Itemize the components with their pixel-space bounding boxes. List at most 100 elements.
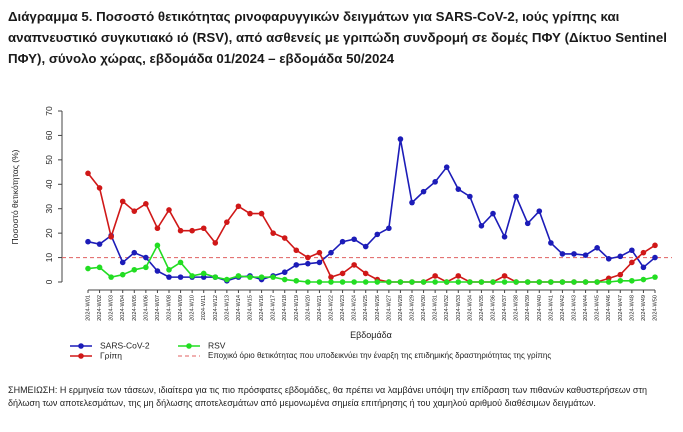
- data-point: [455, 273, 462, 279]
- x-tick-label: 2024-W20: [305, 295, 311, 321]
- data-point: [316, 259, 323, 266]
- x-tick-label: 2024-W50: [652, 295, 658, 321]
- legend-label: RSV: [208, 340, 226, 350]
- data-point: [247, 210, 253, 217]
- data-point: [432, 279, 438, 285]
- data-point: [143, 264, 149, 271]
- x-tick-label: 2024-W10: [190, 295, 196, 321]
- x-tick-label: 2024-W39: [525, 295, 531, 321]
- x-tick-label: 2024-W25: [363, 295, 369, 321]
- x-tick-label: 2024-W45: [595, 295, 601, 321]
- data-point: [108, 234, 114, 240]
- x-tick-label: 2024-W49: [641, 295, 647, 321]
- data-point: [374, 279, 381, 285]
- data-point: [571, 251, 577, 257]
- data-point: [524, 220, 531, 227]
- x-tick-label: 2024-W03: [109, 295, 115, 321]
- data-point: [640, 276, 647, 283]
- x-tick-label: 2024-W42: [560, 295, 566, 321]
- data-point: [594, 279, 600, 285]
- y-axis-label: Ποσοστό θετικότητας (%): [10, 149, 20, 244]
- x-axis-label: Εβδομάδα: [350, 330, 392, 340]
- data-point: [189, 273, 195, 279]
- data-point: [119, 259, 126, 266]
- x-tick-label: 2024-W08: [166, 295, 172, 321]
- data-point: [362, 243, 369, 250]
- data-point: [270, 274, 276, 280]
- data-point: [143, 201, 149, 207]
- data-point: [351, 236, 357, 243]
- data-point: [605, 255, 612, 262]
- data-point: [119, 198, 126, 205]
- data-point: [351, 262, 357, 268]
- data-point: [224, 276, 230, 283]
- data-point: [629, 259, 635, 266]
- data-point: [177, 259, 184, 266]
- data-point: [386, 279, 392, 285]
- data-point: [316, 279, 323, 285]
- x-tick-label: 2024-W09: [178, 295, 184, 321]
- y-tick-label: 20: [44, 228, 54, 238]
- x-tick-label: 2024-W23: [340, 295, 346, 321]
- y-tick-label: 10: [44, 253, 54, 263]
- x-tick-label: 2024-W26: [375, 295, 381, 321]
- data-point: [200, 225, 207, 232]
- x-tick-label: 2024-W07: [155, 295, 161, 321]
- data-point: [166, 266, 172, 273]
- data-point: [420, 188, 427, 195]
- data-point: [536, 208, 543, 214]
- data-point: [409, 199, 415, 206]
- data-point: [258, 210, 265, 217]
- chart: Ποσοστό θετικότητας (%) Εβδομάδα 0 10 20 30…: [10, 106, 672, 360]
- x-tick-label: 2024-W46: [606, 295, 612, 321]
- data-point: [281, 269, 288, 276]
- y-tick-label: 50: [44, 155, 54, 165]
- x-tick-label: 2024-W48: [629, 295, 635, 321]
- x-tick-label: 2024-W27: [386, 295, 392, 321]
- data-point: [96, 241, 103, 247]
- data-point: [212, 240, 219, 246]
- data-point: [559, 279, 566, 285]
- x-tick-label: 2024-W40: [537, 295, 543, 321]
- x-tick-label: 2024-W16: [259, 295, 265, 321]
- x-tick-label: 2024-W34: [467, 295, 473, 321]
- data-point: [328, 274, 334, 280]
- data-point: [490, 279, 496, 285]
- data-point: [85, 238, 91, 245]
- data-point: [386, 225, 392, 232]
- x-tick-label: 2024-W13: [224, 295, 230, 321]
- x-tick-label: 2024-W43: [571, 295, 577, 321]
- data-point: [617, 253, 624, 260]
- data-point: [166, 207, 172, 213]
- data-point: [200, 270, 207, 277]
- y-tick-label: 60: [44, 130, 54, 140]
- data-point: [478, 279, 485, 285]
- data-point: [524, 279, 531, 285]
- data-point: [293, 262, 300, 268]
- data-point: [85, 265, 91, 272]
- data-point: [131, 208, 138, 214]
- data-point: [652, 242, 658, 249]
- data-point: [571, 279, 577, 285]
- data-point: [432, 273, 438, 279]
- x-tick-label: 2024-W33: [456, 295, 462, 321]
- data-point: [536, 279, 543, 285]
- x-tick-label: 2024-W01: [85, 295, 91, 321]
- data-point: [258, 274, 265, 280]
- data-point: [293, 247, 300, 254]
- series-line: [87, 172, 656, 283]
- data-point: [559, 251, 566, 257]
- legend-label: SARS-CoV-2: [100, 340, 150, 350]
- x-tick-label: 2024-W18: [282, 295, 288, 321]
- y-tick-label: 40: [44, 179, 54, 189]
- data-point: [409, 279, 415, 285]
- data-point: [513, 279, 519, 285]
- data-point: [143, 254, 149, 261]
- x-tick-label: 2024-W30: [421, 295, 427, 321]
- data-point: [154, 225, 161, 232]
- data-point: [316, 249, 323, 256]
- data-point: [339, 270, 346, 277]
- x-tick-label: 2024-W02: [97, 295, 103, 321]
- data-point: [582, 279, 589, 285]
